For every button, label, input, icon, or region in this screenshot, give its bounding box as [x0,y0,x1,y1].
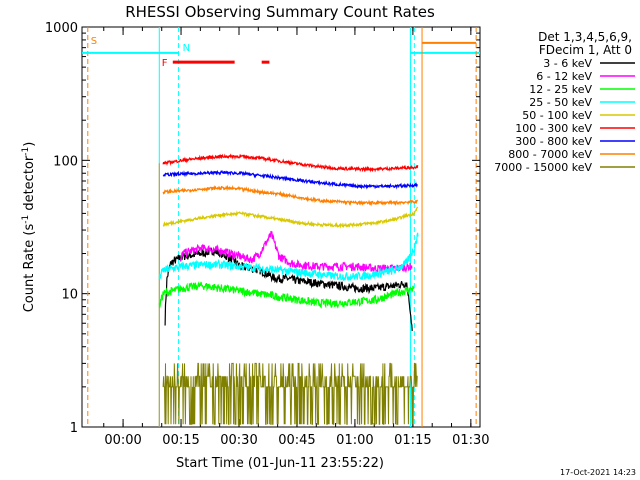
legend-item-label: 12 - 25 keV [529,83,592,96]
legend: Det 1,3,4,5,6,9, FDecim 1, Att 0 3 - 6 k… [494,30,635,174]
legend-item-label: 100 - 300 keV [515,122,592,135]
y-axis-label: Count Rate (s-1 detector-1) [21,142,37,313]
flag-n-label: N [183,43,190,54]
flag-s-label: S [91,36,97,47]
chart-title: RHESSI Observing Summary Count Rates [125,3,435,21]
flag-f-label: F [162,58,168,69]
y-tick-label: 100 [53,154,78,169]
series-line [158,232,419,282]
series-line [162,362,418,425]
legend-item-label: 800 - 7000 keV [508,148,592,161]
legend-item-label: 25 - 50 keV [529,96,592,109]
legend-item-label: 7000 - 15000 keV [494,161,592,174]
x-tick-label: 01:00 [336,433,373,448]
legend-item-label: 3 - 6 keV [543,57,592,70]
legend-item-label: 6 - 12 keV [536,70,592,83]
plot-area-frame [81,26,481,428]
y-tick-label: 1 [70,421,78,436]
series-line [158,281,415,309]
legend-item-label: 50 - 100 keV [522,109,592,122]
x-tick-label: 01:15 [394,433,431,448]
series-line [164,247,413,332]
series-line [162,206,419,229]
legend-item-label: 300 - 800 keV [515,135,592,148]
legend-header-detectors: Det 1,3,4,5,6,9, [538,30,632,44]
x-tick-label: 00:15 [162,433,199,448]
series-line [162,184,419,207]
status-flags: S N F [82,27,480,427]
y-tick-label: 1000 [45,21,78,36]
x-axis-label: Start Time (01-Jun-11 23:55:22) [176,456,384,471]
x-tick-label: 00:45 [278,433,315,448]
axes: 00:00 00:15 00:30 00:45 01:00 01:15 01:30 1 10 10… [45,21,490,448]
x-tick-label: 01:30 [452,433,489,448]
legend-header-decimation: FDecim 1, Att 0 [539,43,632,57]
series-line [162,169,418,190]
series-lines [158,153,419,425]
y-tick-label: 10 [61,288,78,303]
series-line [162,153,419,173]
x-tick-label: 00:00 [104,433,141,448]
x-tick-label: 00:30 [220,433,257,448]
footer-date: 17-Oct-2021 14:23 [560,468,636,477]
